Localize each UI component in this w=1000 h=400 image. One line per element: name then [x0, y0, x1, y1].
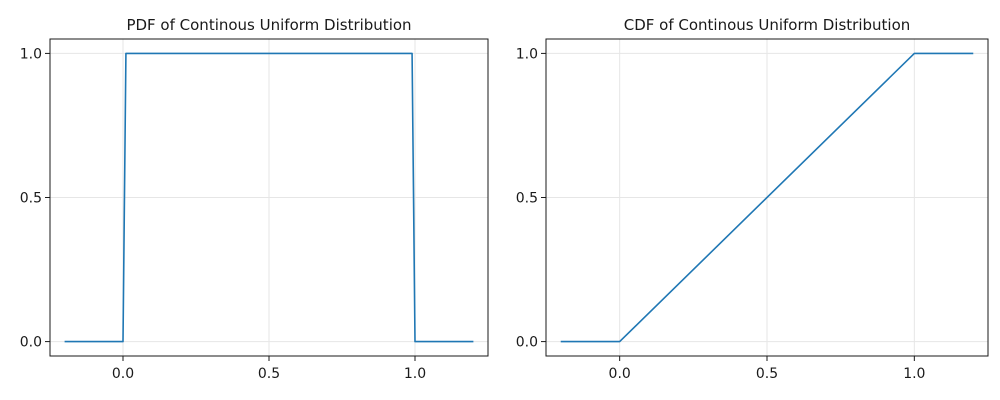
y-tick-label: 0.5	[516, 191, 538, 207]
x-tick-label: 0.5	[756, 366, 778, 382]
y-tick-label: 0.0	[20, 335, 42, 351]
y-tick-label: 1.0	[20, 46, 42, 62]
chart-title: PDF of Continous Uniform Distribution	[126, 16, 411, 34]
series-line	[64, 52, 474, 343]
x-tick-label: 0.0	[112, 366, 134, 382]
chart-panel-cdf: 0.0 0.5 1.0 0.0 0.5 1.0 CDF of Continous Unifo…	[516, 16, 989, 382]
chart-panel-pdf: 0.0 0.5 1.0 0.0 0.5 1.0 PDF of Continous Unifo…	[20, 16, 489, 382]
y-tick-label: 0.5	[20, 191, 42, 207]
x-tick-label: 1.0	[903, 366, 925, 382]
y-tick-label: 1.0	[516, 46, 538, 62]
series-line	[560, 52, 974, 343]
chart-title: CDF of Continous Uniform Distribution	[624, 16, 911, 34]
x-tick-label: 0.0	[609, 366, 631, 382]
x-tick-label: 1.0	[404, 366, 426, 382]
y-tick-label: 0.0	[516, 335, 538, 351]
x-tick-label: 0.5	[258, 366, 280, 382]
